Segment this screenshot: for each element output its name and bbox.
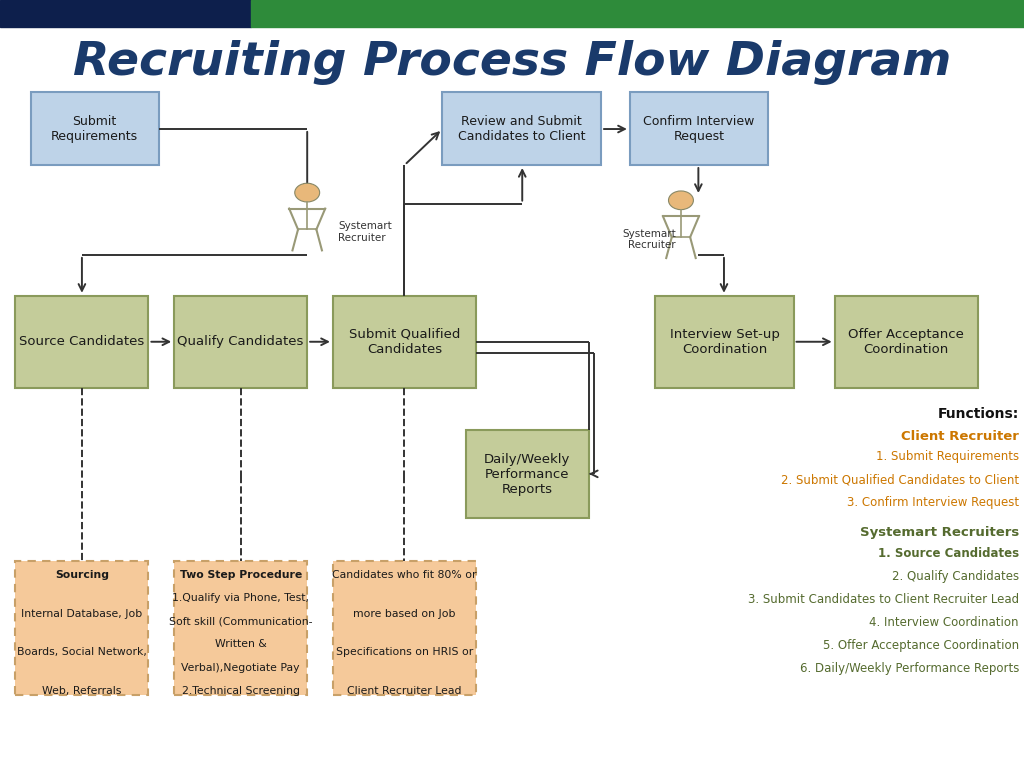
Text: Two Step Procedure: Two Step Procedure bbox=[179, 570, 302, 580]
Text: 2. Qualify Candidates: 2. Qualify Candidates bbox=[892, 570, 1019, 583]
Text: Confirm Interview
Request: Confirm Interview Request bbox=[643, 114, 755, 143]
Text: Web, Referrals: Web, Referrals bbox=[42, 686, 122, 696]
Text: 3. Submit Candidates to Client Recruiter Lead: 3. Submit Candidates to Client Recruiter… bbox=[748, 593, 1019, 606]
Text: 1. Submit Requirements: 1. Submit Requirements bbox=[876, 450, 1019, 463]
FancyBboxPatch shape bbox=[333, 296, 476, 388]
Text: Submit Qualified
Candidates: Submit Qualified Candidates bbox=[349, 328, 460, 356]
Text: Source Candidates: Source Candidates bbox=[19, 336, 144, 348]
FancyBboxPatch shape bbox=[174, 561, 307, 695]
Text: Soft skill (Communication-: Soft skill (Communication- bbox=[169, 616, 312, 626]
Text: 5. Offer Acceptance Coordination: 5. Offer Acceptance Coordination bbox=[822, 639, 1019, 652]
Text: Systemart
Recruiter: Systemart Recruiter bbox=[338, 221, 391, 243]
Bar bbox=[0, 0, 251, 27]
Text: 6. Daily/Weekly Performance Reports: 6. Daily/Weekly Performance Reports bbox=[800, 662, 1019, 675]
FancyBboxPatch shape bbox=[333, 561, 476, 695]
FancyBboxPatch shape bbox=[174, 296, 307, 388]
Text: Review and Submit
Candidates to Client: Review and Submit Candidates to Client bbox=[458, 114, 586, 143]
FancyBboxPatch shape bbox=[630, 92, 768, 165]
Text: Daily/Weekly
Performance
Reports: Daily/Weekly Performance Reports bbox=[484, 453, 570, 495]
FancyBboxPatch shape bbox=[466, 430, 589, 518]
FancyBboxPatch shape bbox=[835, 296, 978, 388]
FancyBboxPatch shape bbox=[442, 92, 601, 165]
FancyBboxPatch shape bbox=[31, 92, 159, 165]
Text: Sourcing: Sourcing bbox=[55, 570, 109, 580]
Text: Functions:: Functions: bbox=[938, 407, 1019, 421]
Text: Systemart Recruiters: Systemart Recruiters bbox=[859, 526, 1019, 539]
Text: Systemart
Recruiter: Systemart Recruiter bbox=[623, 229, 676, 250]
Text: Submit
Requirements: Submit Requirements bbox=[51, 114, 138, 143]
Text: Qualify Candidates: Qualify Candidates bbox=[177, 336, 304, 348]
Text: Specifications on HRIS or: Specifications on HRIS or bbox=[336, 647, 473, 657]
Text: 2.Technical Screening: 2.Technical Screening bbox=[181, 686, 300, 696]
Text: Offer Acceptance
Coordination: Offer Acceptance Coordination bbox=[848, 328, 965, 356]
Text: Verbal),Negotiate Pay: Verbal),Negotiate Pay bbox=[181, 663, 300, 673]
Text: Interview Set-up
Coordination: Interview Set-up Coordination bbox=[670, 328, 779, 356]
Text: 1.Qualify via Phone, Test,: 1.Qualify via Phone, Test, bbox=[172, 593, 309, 603]
FancyBboxPatch shape bbox=[15, 296, 148, 388]
Text: Client Recruiter: Client Recruiter bbox=[901, 430, 1019, 443]
Text: 2. Submit Qualified Candidates to Client: 2. Submit Qualified Candidates to Client bbox=[780, 473, 1019, 486]
Circle shape bbox=[295, 184, 319, 202]
Text: 1. Source Candidates: 1. Source Candidates bbox=[878, 547, 1019, 560]
Text: more based on Job: more based on Job bbox=[353, 608, 456, 618]
Text: 4. Interview Coordination: 4. Interview Coordination bbox=[869, 616, 1019, 629]
Text: Written &: Written & bbox=[215, 640, 266, 650]
FancyBboxPatch shape bbox=[15, 561, 148, 695]
Text: Client Recruiter Lead: Client Recruiter Lead bbox=[347, 686, 462, 696]
Circle shape bbox=[669, 191, 693, 210]
Text: 3. Confirm Interview Request: 3. Confirm Interview Request bbox=[847, 496, 1019, 509]
Text: Boards, Social Network,: Boards, Social Network, bbox=[17, 647, 146, 657]
Bar bbox=[251, 0, 1024, 27]
Text: Recruiting Process Flow Diagram: Recruiting Process Flow Diagram bbox=[73, 41, 951, 85]
Text: Internal Database, Job: Internal Database, Job bbox=[22, 608, 142, 618]
FancyBboxPatch shape bbox=[655, 296, 794, 388]
Text: Candidates who fit 80% or: Candidates who fit 80% or bbox=[332, 570, 477, 580]
